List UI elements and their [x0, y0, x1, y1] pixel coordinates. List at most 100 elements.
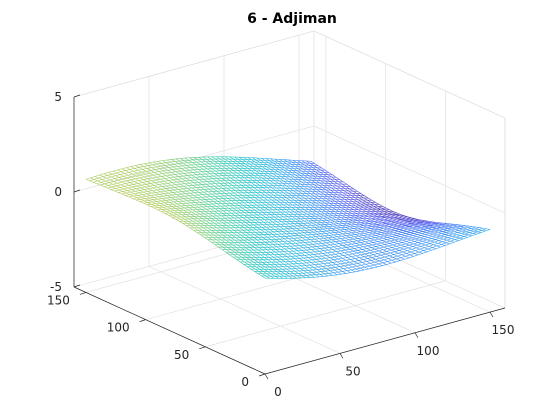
- mesh-line: [228, 158, 233, 162]
- mesh-line: [141, 171, 147, 173]
- mesh-line: [335, 230, 340, 233]
- mesh-line: [267, 221, 272, 225]
- mesh-line: [283, 275, 288, 279]
- mesh-line: [147, 165, 152, 168]
- mesh-line: [356, 193, 361, 196]
- mesh-line: [235, 225, 240, 228]
- mesh-line: [307, 234, 312, 238]
- mesh-line: [320, 180, 325, 184]
- mesh-line: [131, 189, 136, 192]
- mesh-line: [344, 229, 349, 232]
- mesh-line: [263, 271, 267, 275]
- mesh-line: [384, 256, 389, 259]
- mesh-line: [149, 197, 154, 200]
- mesh-line: [276, 187, 281, 191]
- mesh-line: [416, 236, 421, 238]
- mesh-line: [445, 232, 450, 234]
- mesh-line: [239, 202, 244, 206]
- mesh-line: [378, 262, 383, 265]
- mesh-line: [344, 188, 349, 192]
- mesh-line: [232, 256, 237, 260]
- mesh-line: [347, 232, 352, 234]
- mesh-line: [224, 182, 229, 186]
- mesh-line: [322, 265, 328, 267]
- mesh-line: [225, 239, 230, 243]
- mesh-line: [215, 158, 220, 162]
- mesh-line: [162, 207, 167, 210]
- mesh-line: [291, 218, 296, 222]
- mesh-line: [297, 190, 302, 194]
- mesh-line: [369, 251, 375, 254]
- mesh-line: [374, 261, 379, 265]
- mesh-line: [332, 236, 338, 238]
- mesh-line: [305, 195, 309, 199]
- mesh-line: [256, 180, 261, 184]
- mesh-line: [441, 233, 446, 235]
- mesh-line: [120, 183, 126, 185]
- mesh-line: [383, 235, 388, 238]
- mesh-line: [374, 212, 379, 216]
- mesh-line: [177, 178, 183, 180]
- mesh-line: [276, 246, 281, 250]
- mesh-line: [103, 173, 108, 176]
- mesh-line: [332, 196, 336, 200]
- mesh-line: [151, 167, 156, 170]
- mesh-line: [157, 186, 163, 188]
- mesh-line: [373, 241, 378, 243]
- mesh-line: [328, 237, 333, 239]
- mesh-line: [348, 251, 353, 255]
- mesh-line: [391, 228, 395, 231]
- mesh-line: [407, 248, 412, 251]
- mesh-line: [283, 204, 288, 208]
- mesh-line: [233, 242, 238, 246]
- mesh-line: [270, 180, 274, 184]
- mesh-line: [96, 182, 102, 184]
- mesh-line: [148, 199, 154, 201]
- mesh-line: [120, 170, 126, 172]
- mesh-line: [417, 244, 421, 247]
- mesh-line: [351, 213, 356, 216]
- mesh-line: [139, 164, 144, 167]
- mesh-line: [336, 227, 341, 231]
- mesh-line: [214, 210, 218, 214]
- mesh-line: [376, 224, 381, 226]
- mesh-line: [405, 224, 411, 226]
- mesh-line: [143, 191, 148, 195]
- mesh-line: [331, 198, 336, 202]
- mesh-line: [269, 229, 274, 233]
- mesh-line: [93, 177, 99, 180]
- mesh-line: [203, 179, 208, 182]
- mesh-line: [293, 225, 298, 229]
- mesh-line: [375, 235, 380, 238]
- mesh-line: [207, 239, 212, 243]
- mesh-line: [355, 205, 360, 209]
- mesh-line: [363, 259, 367, 262]
- mesh-line: [342, 223, 347, 226]
- mesh-line: [309, 229, 314, 233]
- mesh-line: [421, 243, 426, 246]
- mesh-line: [385, 231, 390, 234]
- mesh-line: [188, 198, 192, 201]
- mesh-line: [377, 265, 383, 268]
- mesh-line: [287, 195, 291, 199]
- mesh-line: [340, 250, 345, 254]
- mesh-line: [240, 200, 245, 204]
- mesh-line: [194, 216, 199, 219]
- mesh-line: [357, 229, 362, 231]
- mesh-line: [304, 255, 309, 258]
- mesh-line: [236, 163, 240, 167]
- mesh-line: [272, 271, 276, 275]
- mesh-line: [256, 254, 260, 258]
- mesh-line: [125, 183, 130, 186]
- mesh-line: [366, 228, 371, 230]
- mesh-line: [272, 173, 277, 177]
- mesh-line: [206, 218, 211, 222]
- mesh-line: [370, 202, 375, 205]
- mesh-line: [136, 174, 141, 177]
- mesh-line: [379, 235, 385, 238]
- mesh-line: [260, 182, 265, 186]
- mesh-line: [370, 249, 375, 253]
- mesh-line: [220, 168, 225, 171]
- mesh-line: [338, 192, 343, 196]
- mesh-line: [195, 202, 200, 205]
